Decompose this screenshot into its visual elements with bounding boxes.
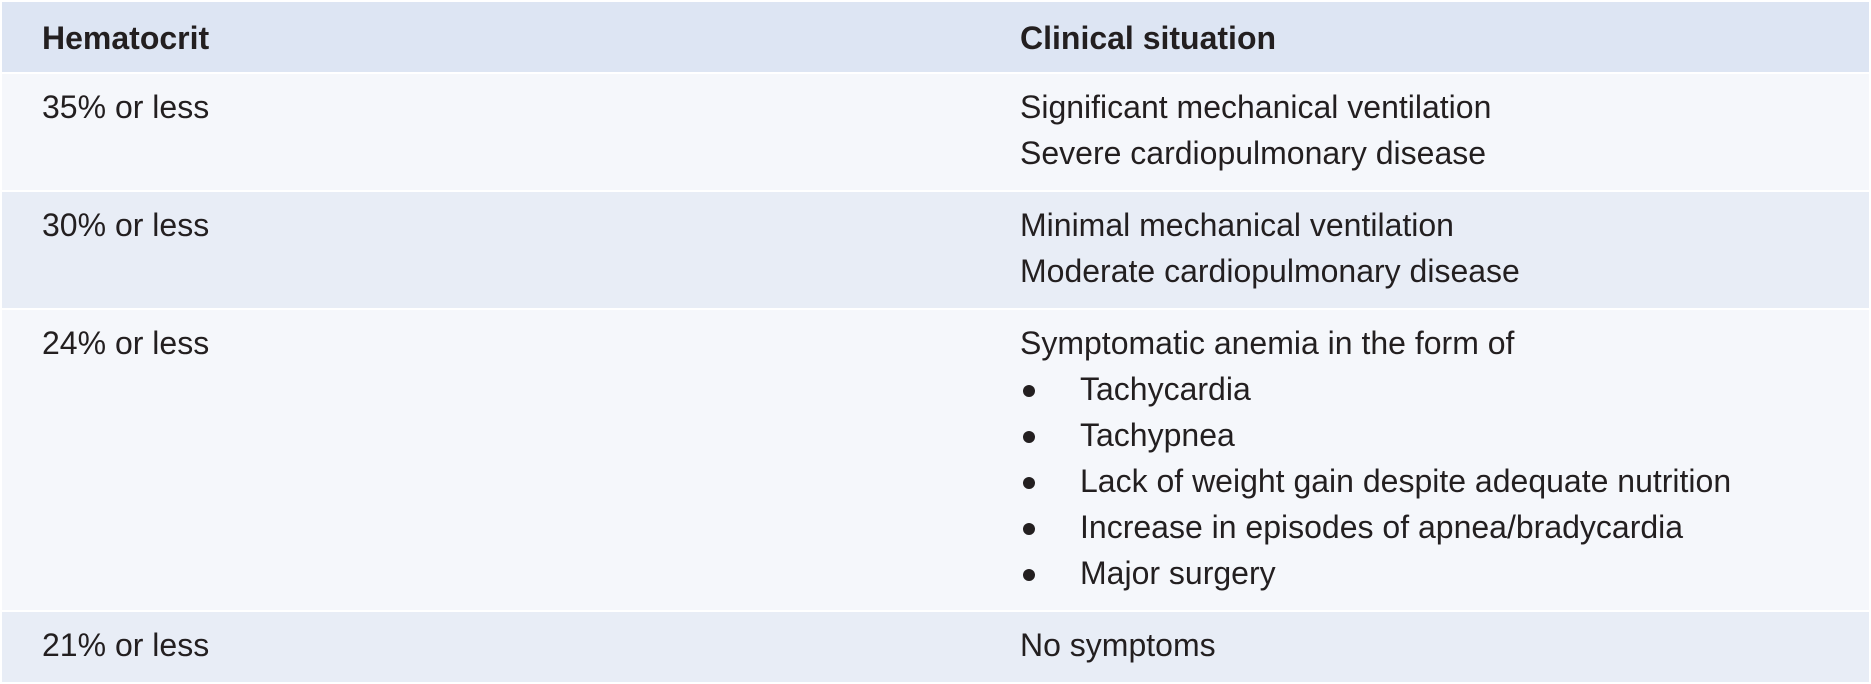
bullet-icon	[1020, 381, 1080, 397]
clinical-line: Moderate cardiopulmonary disease	[1020, 253, 1520, 289]
hematocrit-cell: 24% or less	[42, 325, 210, 361]
column-header-hematocrit: Hematocrit	[42, 20, 210, 56]
bullet-icon	[1020, 427, 1080, 443]
symptom-text: Tachypnea	[1080, 417, 1235, 453]
bullet-icon	[1020, 565, 1080, 581]
clinical-line: No symptoms	[1020, 627, 1216, 663]
symptom-list: Tachycardia Tachypnea Lack of weight gai…	[1020, 366, 1869, 596]
clinical-line: Significant mechanical ventilation	[1020, 89, 1492, 125]
bullet-icon	[1020, 473, 1080, 489]
clinical-line: Severe cardiopulmonary disease	[1020, 135, 1487, 171]
hematocrit-cell: 30% or less	[42, 207, 210, 243]
list-item: Major surgery	[1020, 550, 1869, 596]
table-row: 24% or less Symptomatic anemia in the fo…	[2, 310, 1869, 612]
table-header-row: Hematocrit Clinical situation	[2, 2, 1869, 74]
table-row: 35% or less Significant mechanical venti…	[2, 74, 1869, 192]
table-row: 30% or less Minimal mechanical ventilati…	[2, 192, 1869, 310]
hematocrit-cell: 35% or less	[42, 89, 210, 125]
clinical-line: Minimal mechanical ventilation	[1020, 207, 1454, 243]
list-item: Tachypnea	[1020, 412, 1869, 458]
clinical-line: Symptomatic anemia in the form of	[1020, 325, 1515, 361]
symptom-text: Increase in episodes of apnea/bradycardi…	[1080, 509, 1684, 545]
clinical-situation-cell: Minimal mechanical ventilation Moderate …	[1020, 202, 1869, 294]
column-header-clinical-situation: Clinical situation	[1020, 20, 1277, 56]
clinical-situation-cell: No symptoms	[1020, 622, 1869, 668]
hematocrit-cell: 21% or less	[42, 627, 210, 663]
symptom-text: Major surgery	[1080, 555, 1276, 591]
clinical-situation-cell: Significant mechanical ventilation Sever…	[1020, 84, 1869, 176]
list-item: Tachycardia	[1020, 366, 1869, 412]
clinical-situation-cell: Symptomatic anemia in the form of Tachyc…	[1020, 320, 1869, 596]
list-item: Lack of weight gain despite adequate nut…	[1020, 458, 1869, 504]
list-item: Increase in episodes of apnea/bradycardi…	[1020, 504, 1869, 550]
symptom-text: Lack of weight gain despite adequate nut…	[1080, 463, 1732, 499]
table-row: 21% or less No symptoms	[2, 612, 1869, 684]
symptom-text: Tachycardia	[1080, 371, 1251, 407]
bullet-icon	[1020, 519, 1080, 535]
